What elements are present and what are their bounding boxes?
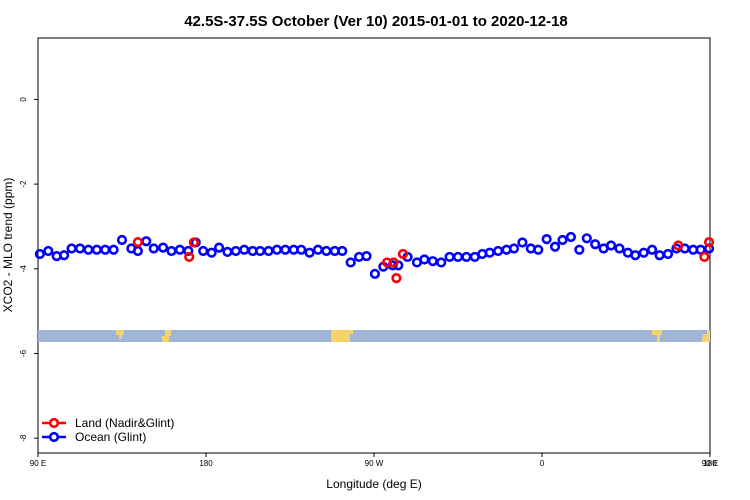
data-point	[590, 239, 601, 250]
data-point	[83, 244, 94, 255]
data-point	[605, 240, 617, 251]
data-point	[638, 247, 649, 258]
y-tick-label: -2	[19, 180, 28, 188]
data-point	[369, 268, 381, 279]
data-point	[184, 251, 195, 263]
data-point	[312, 244, 324, 255]
legend-label: Ocean (Glint)	[75, 430, 146, 444]
data-point	[565, 231, 577, 243]
legend-marker	[48, 417, 60, 429]
x-tick-label: 180	[703, 459, 717, 468]
data-point	[255, 245, 266, 257]
data-point	[654, 250, 665, 261]
x-tick-label: 180	[199, 459, 213, 468]
data-point	[148, 243, 159, 254]
data-point	[345, 257, 356, 268]
data-point	[614, 243, 625, 254]
data-point	[493, 245, 504, 257]
data-point	[213, 242, 225, 253]
data-point	[263, 245, 274, 257]
land-band-base	[38, 330, 710, 342]
data-point	[174, 244, 185, 255]
data-point	[444, 251, 455, 263]
data-point	[388, 257, 399, 268]
y-axis: 0 -2 -4 -6 -8	[19, 97, 38, 442]
data-point	[533, 244, 544, 255]
legend-label: Land (Nadir&Glint)	[75, 416, 174, 430]
data-point	[647, 244, 658, 255]
data-point	[66, 243, 77, 254]
y-tick-label: -6	[19, 349, 28, 357]
data-point	[91, 244, 102, 255]
data-point	[198, 245, 209, 257]
legend: Land (Nadir&Glint)Ocean (Glint)	[42, 416, 174, 444]
data-point	[630, 250, 641, 261]
data-point	[296, 244, 307, 255]
data-point	[574, 244, 585, 255]
data-point	[427, 256, 438, 267]
data-point	[436, 257, 447, 268]
data-point	[581, 233, 592, 244]
data-point	[557, 234, 568, 246]
land-band	[38, 330, 710, 342]
x-tick-label: 0	[540, 459, 545, 468]
data-point	[132, 245, 143, 257]
data-point	[549, 241, 561, 252]
data-point	[461, 251, 472, 263]
data-point	[391, 273, 402, 284]
chart-title: 42.5S-37.5S October (Ver 10) 2015-01-01 …	[184, 13, 568, 30]
series-layer	[34, 231, 715, 284]
data-point	[116, 234, 128, 246]
data-point	[59, 250, 70, 261]
y-tick-label: 0	[19, 97, 28, 102]
data-point	[484, 247, 495, 258]
data-point	[100, 244, 111, 255]
data-point	[361, 250, 372, 262]
data-point	[230, 245, 241, 257]
data-point	[183, 245, 194, 257]
data-point	[34, 248, 45, 260]
series-land	[132, 237, 715, 284]
data-point	[74, 243, 86, 254]
data-point	[157, 242, 169, 253]
data-point	[673, 240, 684, 251]
data-point	[321, 245, 332, 257]
data-point	[517, 237, 528, 248]
y-tick-label: -8	[19, 434, 28, 442]
data-point	[452, 251, 464, 263]
data-point	[188, 237, 199, 248]
data-point	[703, 237, 715, 248]
data-point	[397, 248, 409, 260]
y-axis-label: XCO2 - MLO trend (ppm)	[1, 178, 15, 313]
x-tick-label: 90 W	[365, 459, 384, 468]
data-point	[419, 254, 430, 265]
data-point	[141, 236, 152, 247]
x-axis-label: Longitude (deg E)	[326, 477, 421, 491]
data-point	[280, 244, 291, 255]
data-point	[132, 237, 143, 248]
data-point	[541, 234, 552, 245]
x-tick-label: 90 E	[702, 459, 718, 468]
data-point	[304, 247, 315, 258]
data-point	[43, 245, 54, 257]
data-point	[508, 243, 520, 254]
data-point	[222, 246, 233, 257]
data-point	[271, 244, 283, 255]
series-ocean	[34, 231, 715, 279]
legend-marker	[48, 431, 60, 443]
x-tick-label: 90 E	[30, 459, 46, 468]
data-point	[337, 245, 348, 257]
y-tick-label: -4	[19, 265, 28, 273]
data-point	[239, 244, 250, 255]
data-point	[662, 248, 674, 260]
data-point	[699, 251, 710, 263]
data-point	[206, 247, 217, 258]
data-point	[166, 245, 177, 257]
data-point	[108, 244, 119, 255]
